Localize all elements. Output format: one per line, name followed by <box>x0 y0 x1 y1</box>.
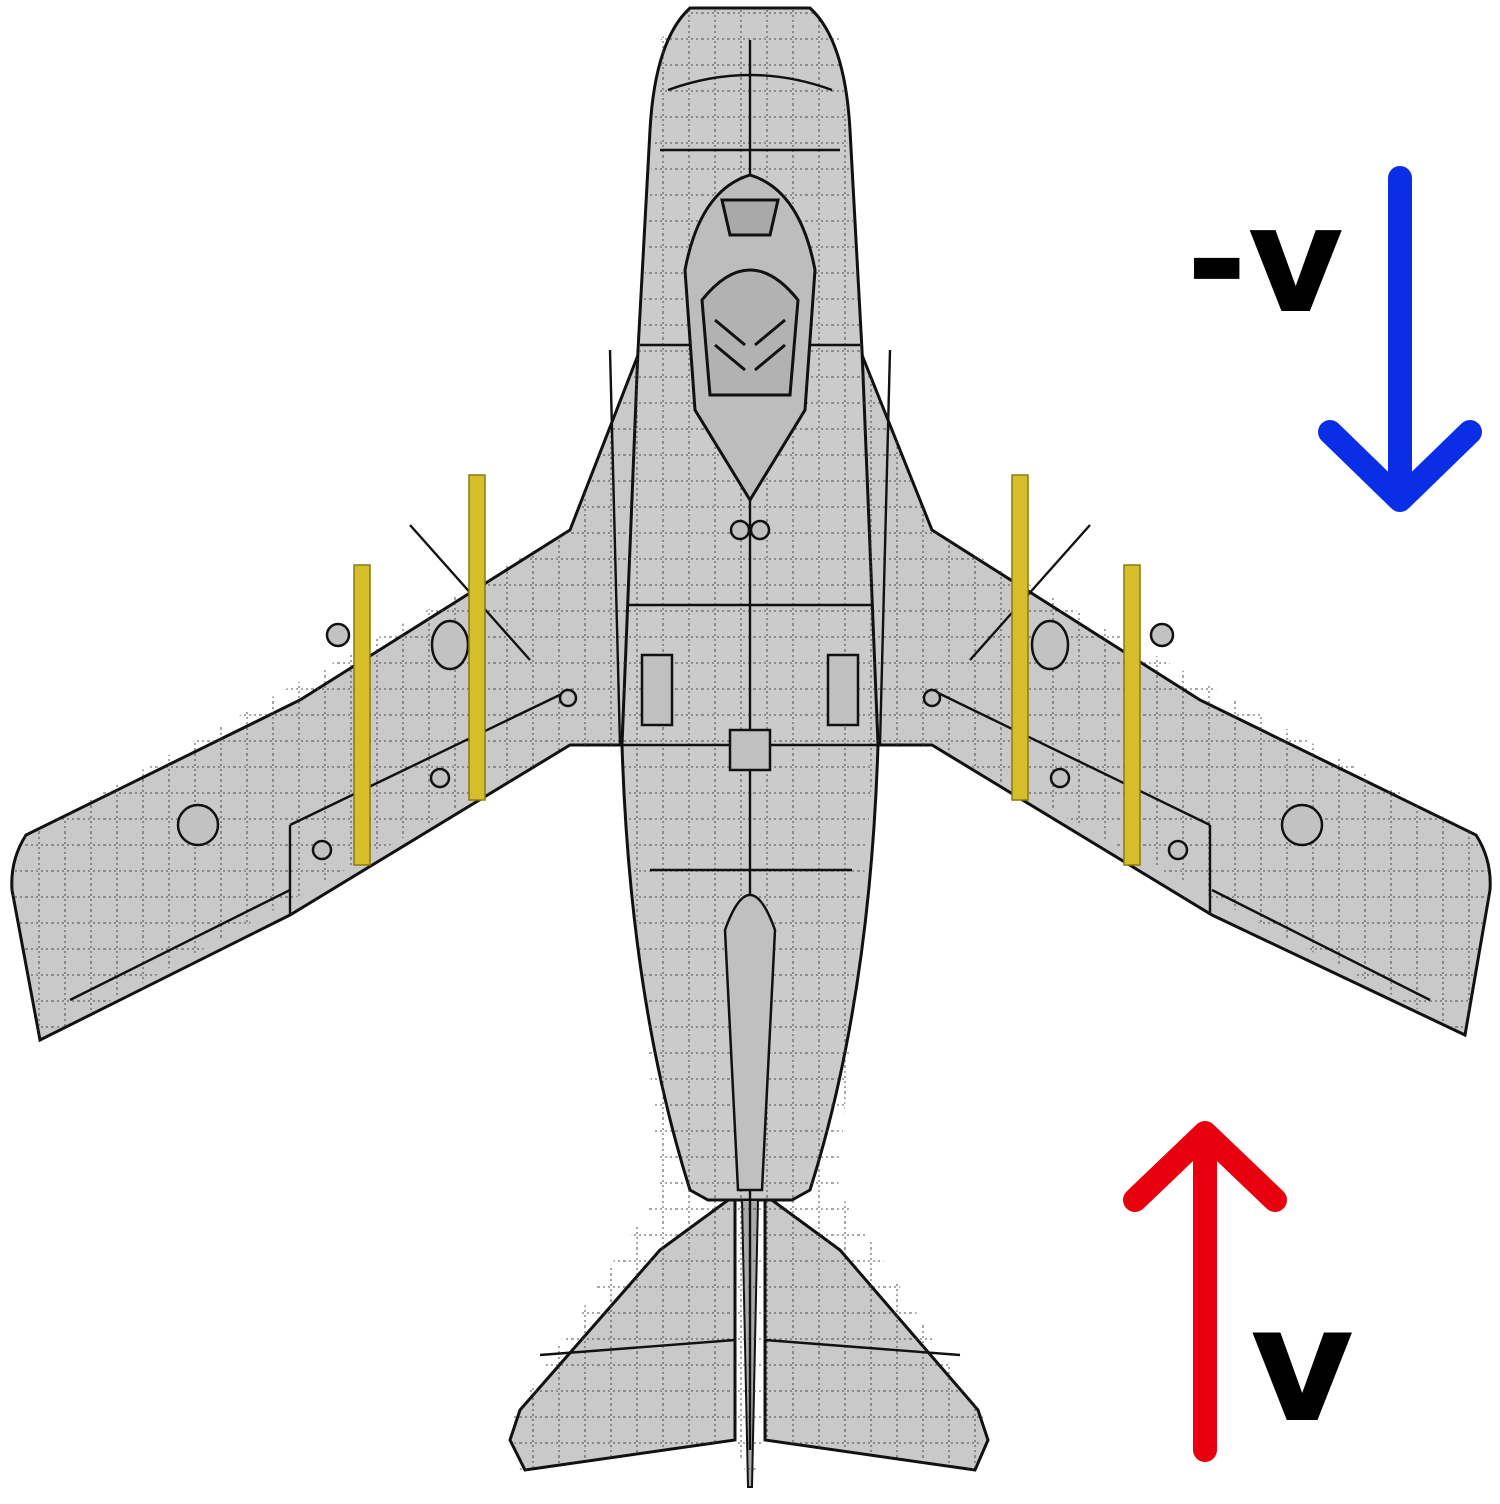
yellow-stripes <box>353 474 1141 866</box>
positive-velocity-arrow <box>1123 1121 1287 1462</box>
stripe-right-outer <box>1123 564 1141 866</box>
wing-details <box>176 619 1324 861</box>
positive-velocity-label: v <box>1250 1271 1355 1458</box>
fuselage-details <box>640 519 860 1192</box>
canopy <box>683 173 817 503</box>
stripe-right-inner <box>1011 474 1029 801</box>
negative-velocity-label: -v <box>1186 174 1344 346</box>
stripe-left-inner <box>468 474 486 801</box>
stripe-left-outer <box>353 564 371 866</box>
negative-velocity-arrow <box>1318 166 1482 512</box>
